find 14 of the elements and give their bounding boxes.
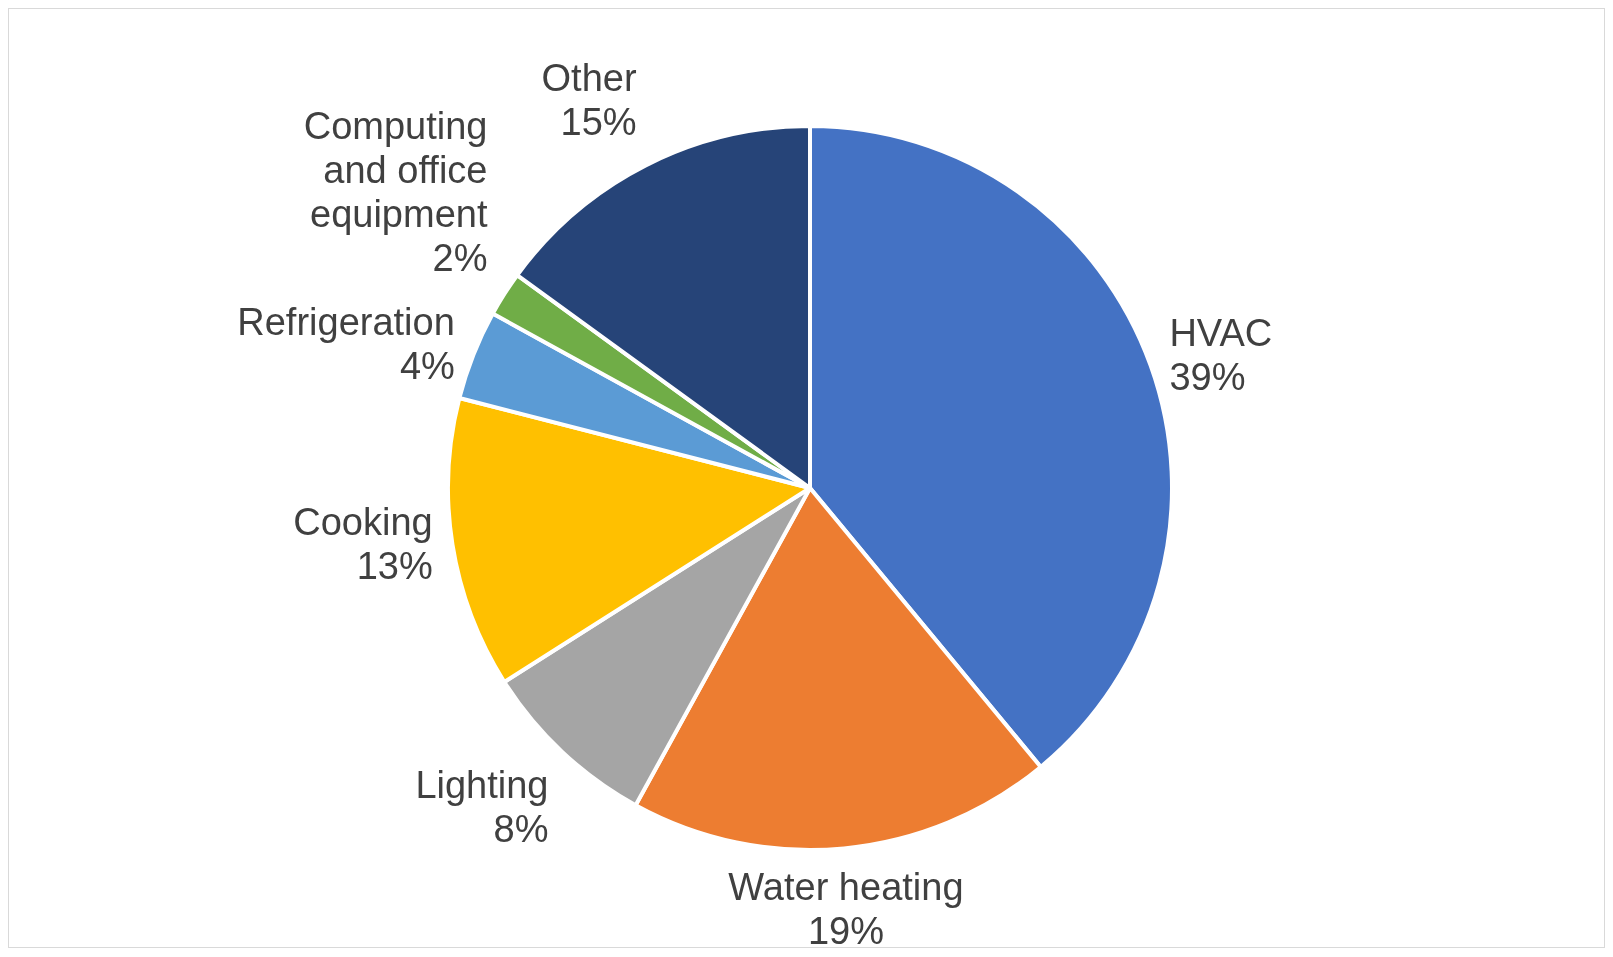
data-label: 2% [432, 236, 488, 279]
slice-label: Computing and office equipment [303, 104, 488, 235]
data-label: 8% [493, 807, 549, 850]
data-label: 13% [356, 545, 433, 588]
slice-label: Lighting [415, 763, 549, 806]
slice-label: Other [541, 57, 637, 100]
slice-label: Water heating [728, 865, 964, 908]
slice-label: HVAC [1169, 312, 1273, 355]
data-label: 15% [560, 101, 637, 144]
data-label: 39% [1169, 356, 1246, 399]
slice-label: Cooking [293, 501, 433, 544]
data-label: 4% [399, 344, 455, 387]
data-label: 19% [807, 909, 884, 952]
slice-label: Refrigeration [237, 300, 455, 343]
